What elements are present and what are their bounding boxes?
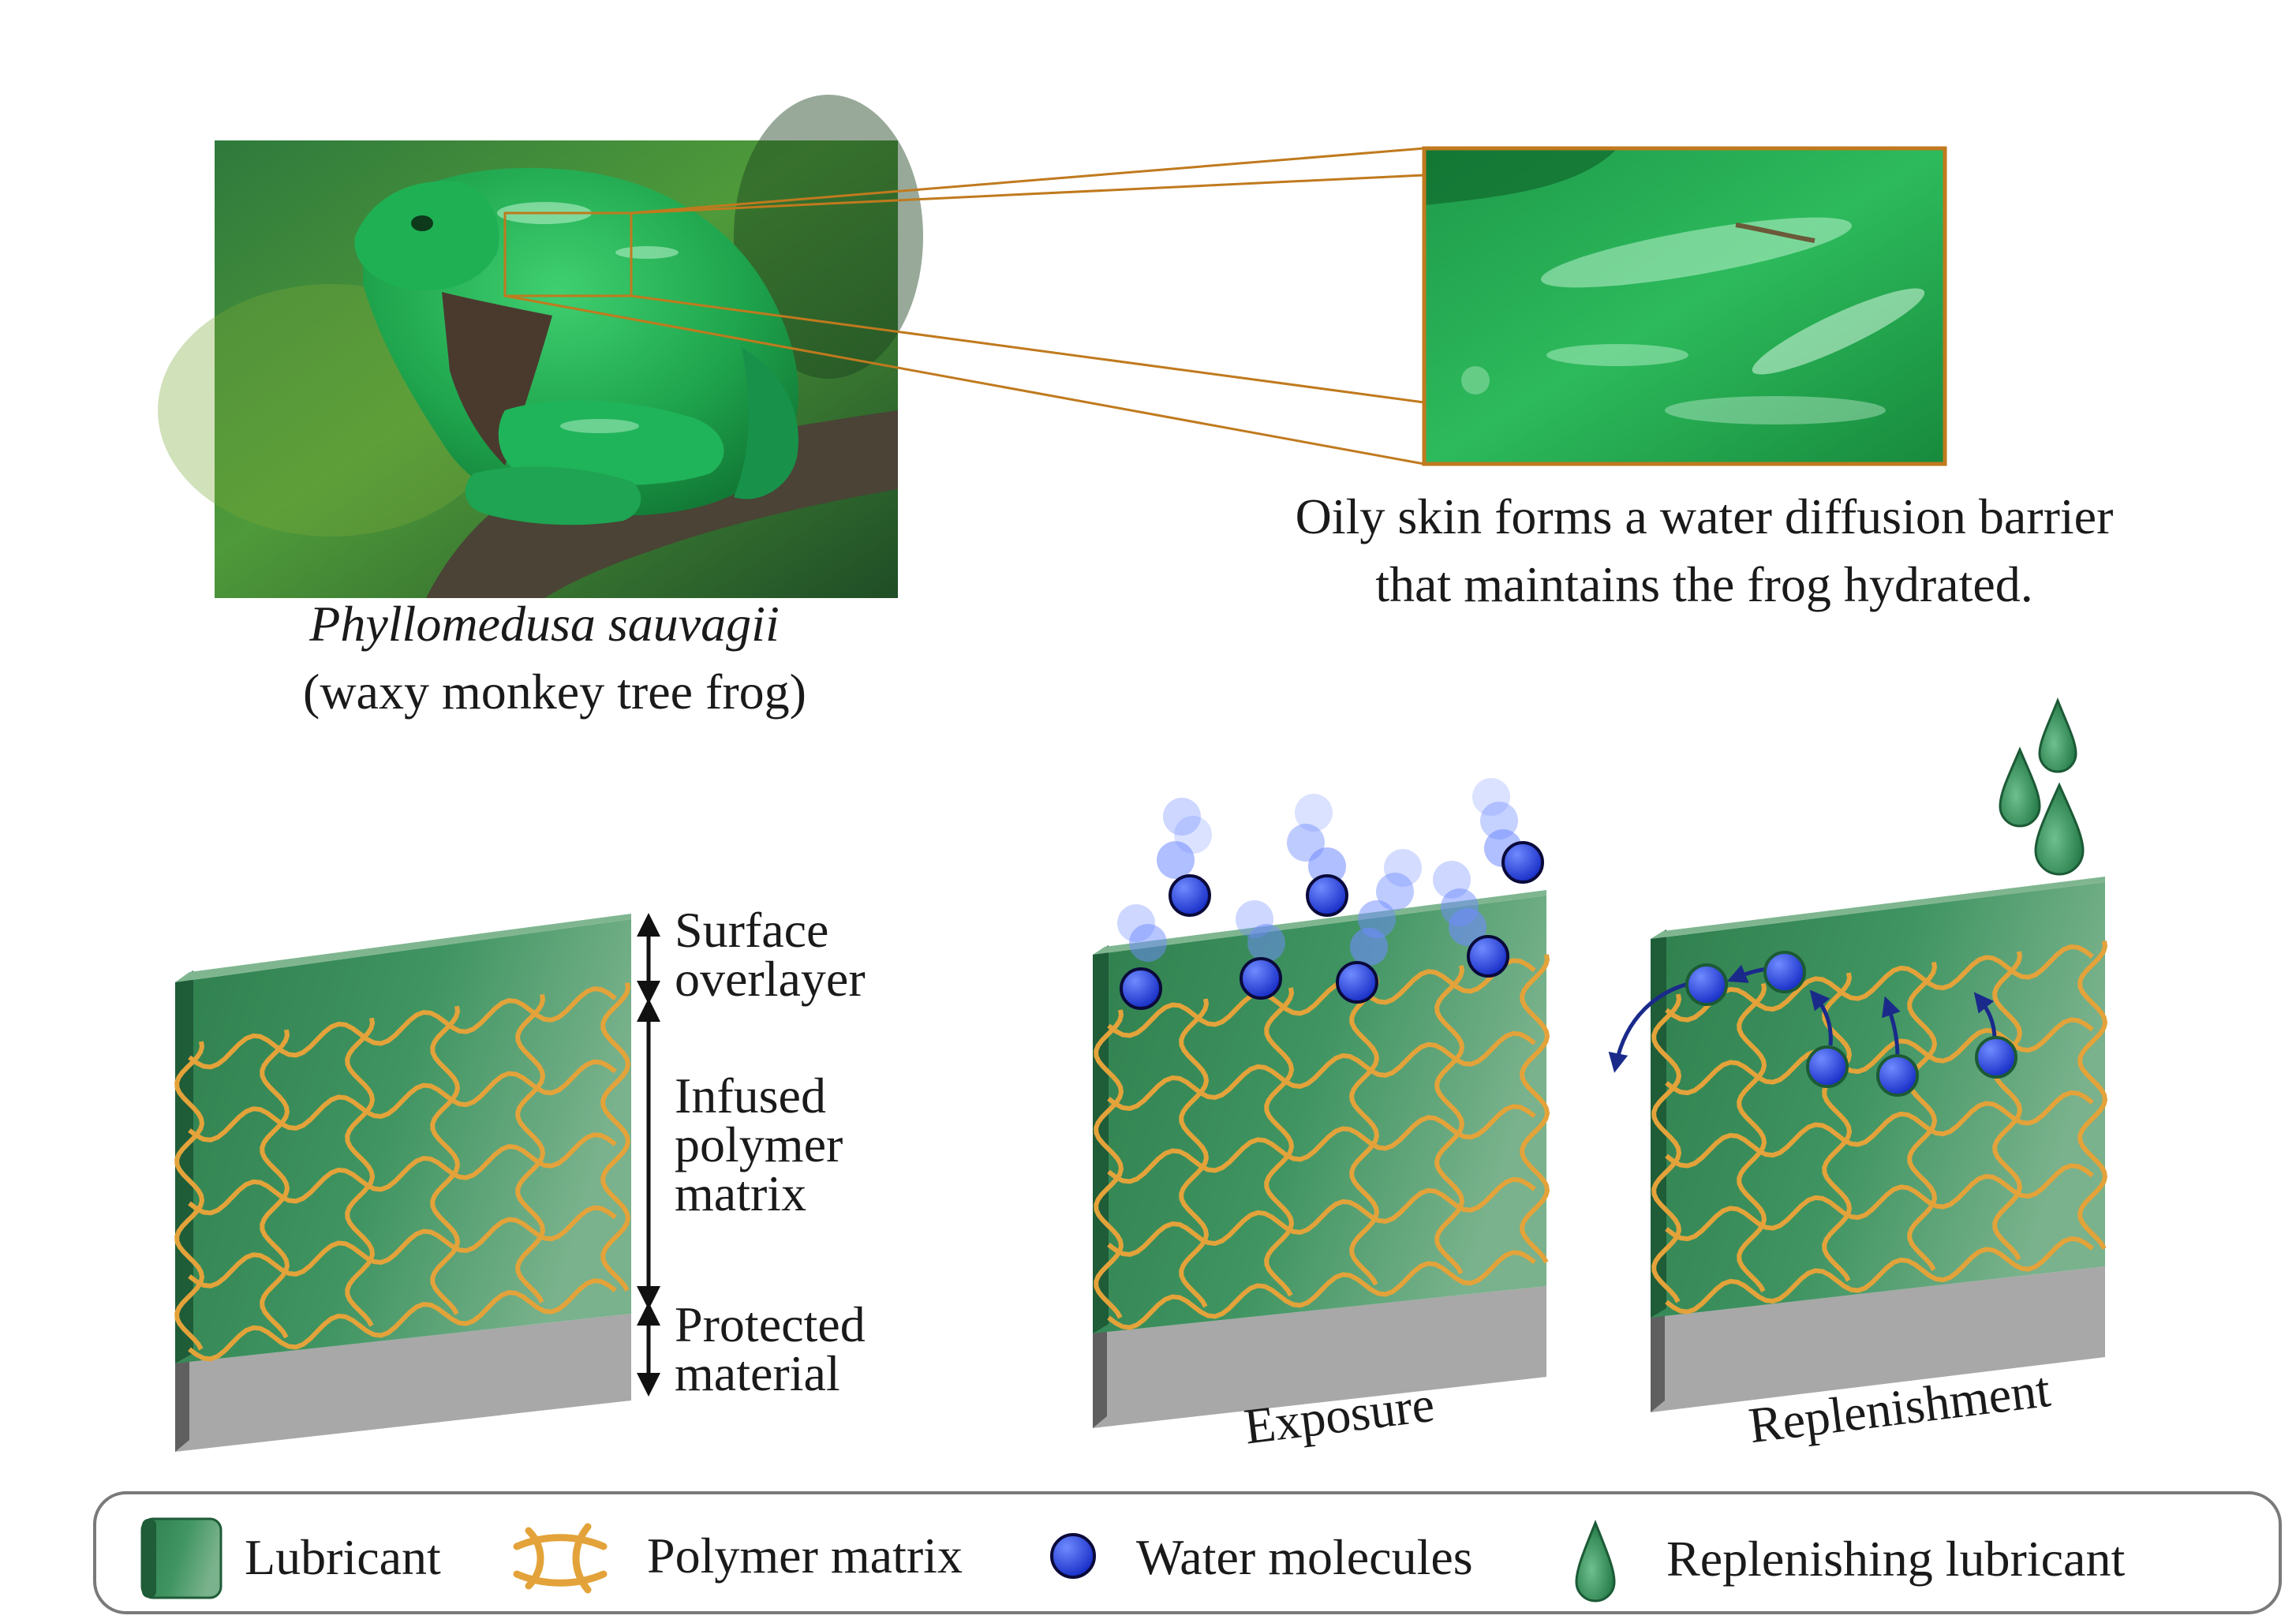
polymer-strand — [1665, 1236, 2094, 1314]
polymer-strand — [1094, 1009, 1124, 1319]
polymer-strand — [1264, 987, 1295, 1297]
polymer-strand — [1107, 1030, 1536, 1112]
polymer-mesh — [174, 982, 631, 1362]
polymer-strand — [2077, 940, 2108, 1250]
polymer-strand — [1520, 954, 1550, 1264]
polymer-strand — [600, 982, 631, 1292]
zoomed-skin-photo — [1422, 146, 1947, 466]
polymer-strand — [1434, 965, 1465, 1275]
legend-polymer-icon — [513, 1523, 608, 1594]
legend: Lubricant Polymer matrix Water molecules… — [93, 1491, 2282, 1614]
polymer-strand — [1107, 1176, 1536, 1258]
legend-polymer-label: Polymer matrix — [647, 1528, 963, 1584]
polymer-strand — [1107, 1250, 1536, 1330]
legend-drop-icon — [1575, 1519, 1616, 1602]
exposure-panel — [1093, 778, 1550, 1428]
polymer-strand — [1107, 1104, 1536, 1184]
polymer-strand — [260, 1029, 290, 1339]
polymer-mesh-replenishment — [1651, 940, 2108, 1314]
water-migration-arrows — [1608, 964, 1997, 1073]
polymer-strand — [1651, 993, 1682, 1303]
polymer-strand — [174, 1041, 205, 1351]
lubricant-block — [175, 919, 631, 1363]
label-infused-line1: Infused — [675, 1068, 826, 1124]
polymer-strand — [1822, 972, 1853, 1282]
label-infused-line3: matrix — [675, 1165, 806, 1221]
zoom-connector-lines — [504, 147, 1425, 466]
protected-material-block — [175, 1314, 631, 1452]
legend-replenishing-label: Replenishing lubricant — [1666, 1531, 2125, 1587]
frog-photo — [158, 95, 923, 598]
polymer-strand — [430, 1005, 461, 1315]
legend-water-label: Water molecules — [1136, 1529, 1473, 1585]
polymer-strand — [188, 1059, 617, 1142]
polymer-strand — [1107, 958, 1536, 1038]
legend-lubricant-label: Lubricant — [245, 1529, 441, 1585]
legend-water-icon — [1050, 1533, 1096, 1579]
polymer-strand — [188, 986, 617, 1070]
replenishing-lubricant-drops — [1999, 697, 2085, 876]
label-surface-line1: Surface — [675, 902, 828, 958]
polymer-strand — [1665, 1017, 2094, 1096]
polymer-mesh-exposure — [1094, 954, 1550, 1330]
layer-structure-panel — [174, 914, 631, 1452]
zoom-selection-box — [503, 211, 633, 297]
label-protected-line2: material — [675, 1345, 840, 1401]
polymer-strand — [188, 1278, 617, 1362]
legend-lubricant-swatch — [140, 1517, 222, 1599]
polymer-strand — [345, 1017, 376, 1327]
skin-caption-line2: that maintains the frog hydrated. — [1375, 556, 2033, 612]
skin-caption-line1: Oily skin forms a water diffusion barrie… — [1296, 488, 2114, 544]
polymer-strand — [188, 1205, 617, 1288]
polymer-strand — [1665, 1090, 2094, 1169]
polymer-strand — [1992, 951, 2023, 1261]
polymer-strand — [1907, 961, 1938, 1271]
species-name: Phyllomedusa sauvagii — [309, 596, 779, 652]
label-surface-line2: overlayer — [675, 951, 866, 1007]
water-molecules-replenishment — [1685, 951, 2017, 1097]
species-common-name: (waxy monkey tree frog) — [303, 664, 806, 720]
label-protected-line1: Protected — [675, 1296, 866, 1352]
escaping-water-molecules — [1117, 778, 1522, 966]
water-molecules-exposure — [1120, 841, 1544, 1010]
polymer-strand — [1665, 944, 2094, 1023]
polymer-strand — [1349, 976, 1380, 1286]
label-infused-line2: polymer — [675, 1116, 843, 1172]
polymer-strand — [515, 993, 546, 1303]
polymer-strand — [1179, 998, 1210, 1308]
replenishment-panel — [1608, 697, 2108, 1412]
polymer-strand — [1737, 982, 1767, 1292]
polymer-strand — [1665, 1163, 2094, 1242]
polymer-strand — [188, 1132, 617, 1216]
